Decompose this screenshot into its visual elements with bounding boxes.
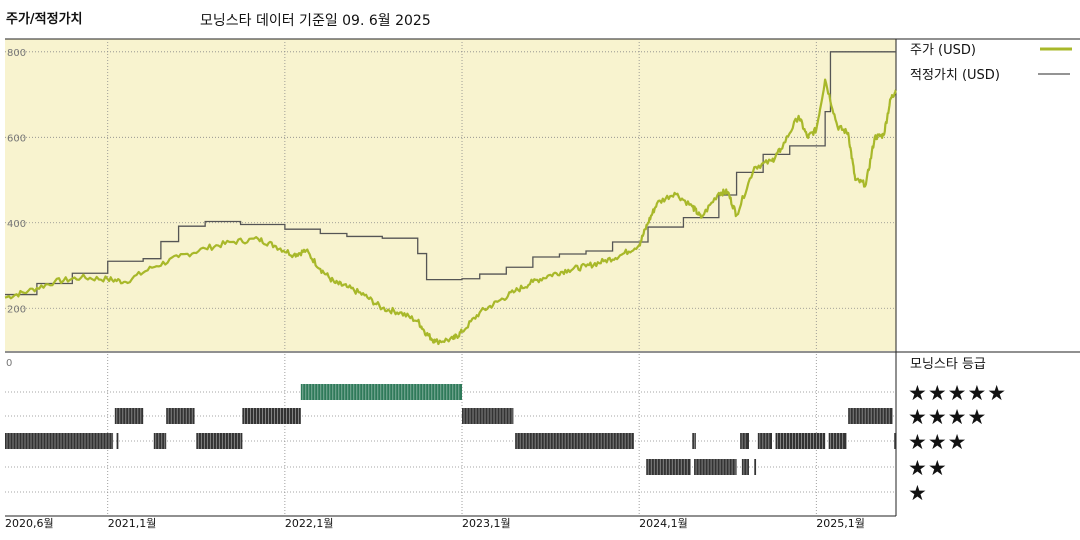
star-rating-label-4: ★★★★ (908, 405, 987, 429)
x-axis-ticks: 2020,6월 2021,1월 2022,1월 2023,1월 2024,1월 2025,… (5, 517, 865, 530)
rating-period-bar (116, 433, 119, 449)
x-tick-label: 2023,1월 (462, 517, 511, 530)
rating-period-bar (754, 459, 757, 475)
x-tick-label: 2021,1월 (108, 517, 157, 530)
data-date-subtitle: 모닝스타 데이터 기준일 09. 6월 2025 (200, 13, 431, 29)
star-rating-label-3: ★★★ (908, 430, 967, 454)
rating-period (196, 433, 243, 449)
rating-period (828, 433, 847, 449)
rating-period (114, 408, 144, 424)
rating-period (515, 433, 634, 449)
rating-period (300, 384, 463, 400)
rating-period-bar (694, 459, 737, 475)
y-axis-ticks: 200 400 600 800 (7, 48, 26, 315)
fair-value-line (5, 51, 896, 296)
rating-period (740, 433, 749, 449)
rating-period (153, 433, 167, 449)
x-tick-label: 2025,1월 (816, 517, 865, 530)
fair-value-series (5, 51, 896, 296)
price-plot-area (5, 39, 896, 351)
rating-period (775, 433, 826, 449)
y-tick-label: 600 (7, 133, 26, 144)
y-tick-label: 200 (7, 304, 26, 315)
y-tick-label: 800 (7, 48, 26, 59)
rating-period-bar (153, 433, 167, 449)
star-rating-label-5: ★★★★★ (908, 381, 1007, 405)
rating-period-bar (848, 408, 893, 424)
rating-period (242, 408, 301, 424)
rating-period (462, 408, 514, 424)
rating-period (754, 459, 757, 475)
chart-section-title: 주가/적정가치 (6, 12, 83, 27)
legend-price-label: 주가 (USD) (910, 43, 976, 58)
rating-period-bar (740, 433, 749, 449)
rating-period (692, 433, 696, 449)
rating-period-bar (828, 433, 847, 449)
rating-period (646, 459, 691, 475)
rating-legend-title: 모닝스타 등급 (910, 357, 986, 372)
y-tick-label: 400 (7, 219, 26, 230)
rating-period-bar (757, 433, 773, 449)
rating-period-bar (775, 433, 826, 449)
star-rating-bars (5, 384, 896, 475)
rating-axis-zero-label: 0 (6, 358, 12, 369)
rating-period-bar (300, 384, 463, 400)
rating-period (757, 433, 773, 449)
legend-fair-value-label: 적정가치 (USD) (910, 68, 1000, 83)
star-rating-label-1: ★ (908, 481, 928, 505)
x-tick-label: 2022,1월 (285, 517, 334, 530)
star-rating-label-2: ★★ (908, 456, 948, 480)
x-tick-label: 2020,6월 (5, 517, 54, 530)
price-line (4, 78, 897, 346)
rating-period (166, 408, 195, 424)
rating-period (694, 459, 737, 475)
rating-period-bar (741, 459, 749, 475)
star-rating-labels: ★★★★★★★★★★★★★★★ (908, 381, 1007, 505)
rating-period-bar (646, 459, 691, 475)
rating-period (848, 408, 893, 424)
rating-period (116, 433, 119, 449)
rating-period-bar (894, 433, 896, 449)
rating-period-bar (5, 433, 114, 449)
rating-period (894, 433, 896, 449)
price-series (4, 78, 897, 346)
x-tick-label: 2024,1월 (639, 517, 688, 530)
rating-period (741, 459, 749, 475)
rating-period (5, 433, 114, 449)
